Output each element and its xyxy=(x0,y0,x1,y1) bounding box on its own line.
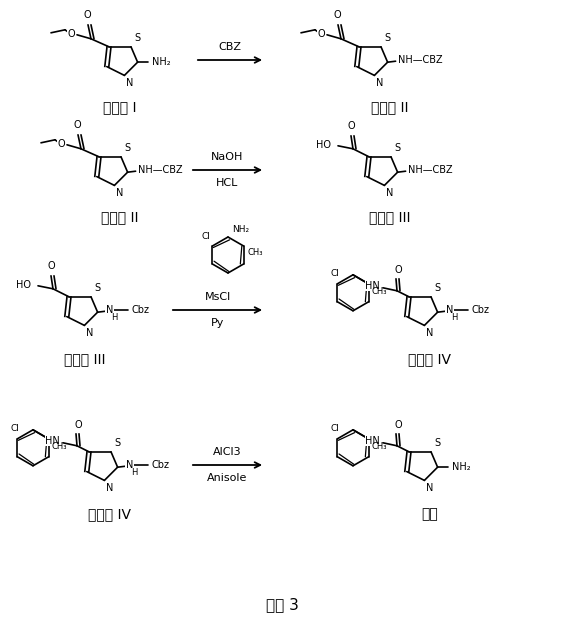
Text: O: O xyxy=(318,29,325,39)
Text: N: N xyxy=(376,78,384,88)
Text: NH₂: NH₂ xyxy=(452,462,470,472)
Text: 化合物 III: 化合物 III xyxy=(64,352,106,366)
Text: Py: Py xyxy=(211,318,224,328)
Text: Cbz: Cbz xyxy=(131,305,149,315)
Text: CBZ: CBZ xyxy=(218,42,241,52)
Text: H: H xyxy=(112,312,118,322)
Text: S: S xyxy=(94,283,100,293)
Text: Cl: Cl xyxy=(11,424,20,433)
Text: Cl: Cl xyxy=(201,232,210,241)
Text: N: N xyxy=(126,460,133,470)
Text: S: S xyxy=(394,143,400,153)
Text: NaOH: NaOH xyxy=(212,152,244,162)
Text: CH₃: CH₃ xyxy=(248,248,263,257)
Text: O: O xyxy=(74,420,82,430)
Text: NH₂: NH₂ xyxy=(232,225,249,234)
Text: HO: HO xyxy=(316,140,331,150)
Text: S: S xyxy=(114,438,120,448)
Text: CH₃: CH₃ xyxy=(51,442,67,451)
Text: NH₂: NH₂ xyxy=(152,57,170,67)
Text: Cl: Cl xyxy=(331,424,340,433)
Text: 化合物 IV: 化合物 IV xyxy=(89,507,131,521)
Text: O: O xyxy=(73,120,81,130)
Text: CH₃: CH₃ xyxy=(372,442,387,451)
Text: O: O xyxy=(394,420,402,430)
Text: O: O xyxy=(394,265,402,275)
Text: S: S xyxy=(124,143,130,153)
Text: S: S xyxy=(134,33,140,43)
Text: Cl: Cl xyxy=(331,269,340,278)
Text: N: N xyxy=(106,305,113,315)
Text: Anisole: Anisole xyxy=(208,473,248,483)
Text: HN: HN xyxy=(365,281,380,291)
Text: NH—CBZ: NH—CBZ xyxy=(138,165,182,175)
Text: Cbz: Cbz xyxy=(152,460,170,470)
Text: 路线 3: 路线 3 xyxy=(266,597,298,612)
Text: 化合物 II: 化合物 II xyxy=(371,100,409,114)
Text: H: H xyxy=(131,467,138,477)
Text: O: O xyxy=(47,261,55,271)
Text: HN: HN xyxy=(45,436,60,446)
Text: N: N xyxy=(126,78,134,88)
Text: S: S xyxy=(434,283,440,293)
Text: N: N xyxy=(386,188,394,198)
Text: CH₃: CH₃ xyxy=(372,287,387,296)
Text: O: O xyxy=(333,10,341,20)
Text: S: S xyxy=(434,438,440,448)
Text: Cbz: Cbz xyxy=(472,305,490,315)
Text: N: N xyxy=(86,328,94,338)
Text: N: N xyxy=(107,483,114,493)
Text: MsCl: MsCl xyxy=(204,292,231,302)
Text: O: O xyxy=(83,10,91,20)
Text: H: H xyxy=(451,312,458,322)
Text: O: O xyxy=(67,29,75,39)
Text: NH—CBZ: NH—CBZ xyxy=(398,55,442,65)
Text: O: O xyxy=(347,121,355,131)
Text: AlCl3: AlCl3 xyxy=(213,447,242,457)
Text: HN: HN xyxy=(365,436,380,446)
Text: N: N xyxy=(116,188,124,198)
Text: 化合物 I: 化合物 I xyxy=(103,100,136,114)
Text: O: O xyxy=(58,139,65,149)
Text: 化合物 II: 化合物 II xyxy=(102,210,139,224)
Text: S: S xyxy=(384,33,390,43)
Text: N: N xyxy=(426,328,434,338)
Text: HO: HO xyxy=(16,280,31,290)
Text: HCL: HCL xyxy=(217,178,239,188)
Text: 化合物 IV: 化合物 IV xyxy=(408,352,452,366)
Text: 产物: 产物 xyxy=(422,507,438,521)
Text: 化合物 III: 化合物 III xyxy=(369,210,411,224)
Text: N: N xyxy=(446,305,453,315)
Text: N: N xyxy=(426,483,434,493)
Text: NH—CBZ: NH—CBZ xyxy=(408,165,452,175)
